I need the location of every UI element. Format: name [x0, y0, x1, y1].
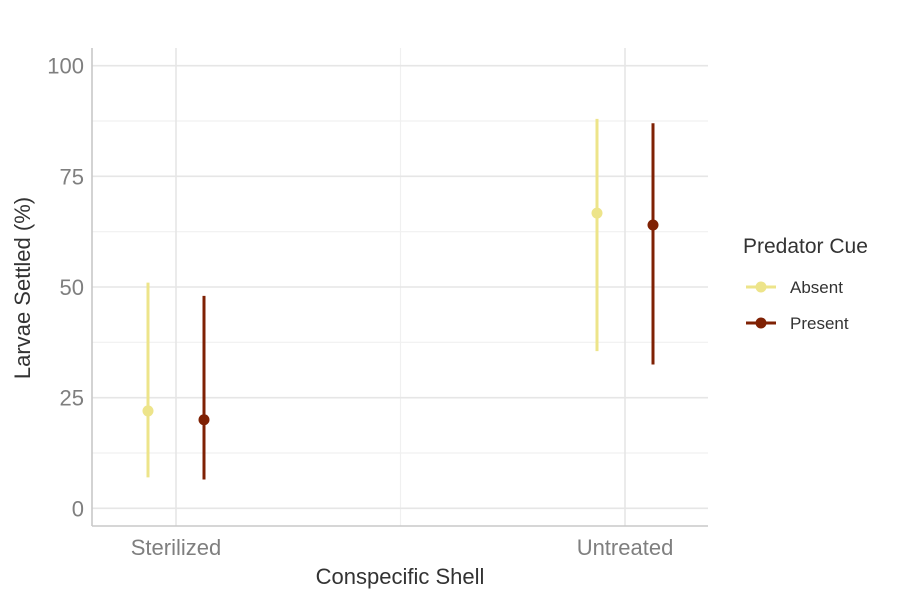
legend-title: Predator Cue: [743, 235, 868, 258]
data-point: [198, 414, 210, 426]
y-tick-label: 0: [72, 496, 84, 521]
error-bars: [142, 118, 659, 480]
y-tick-label: 50: [60, 275, 84, 300]
y-tick-label: 100: [47, 54, 84, 79]
x-tick-label: Untreated: [577, 535, 674, 560]
x-axis-label: Conspecific Shell: [316, 564, 485, 589]
data-point: [591, 207, 603, 219]
x-tick-labels: Sterilized Untreated: [131, 535, 674, 560]
data-point: [142, 405, 154, 417]
y-tick-labels: 0 25 50 75 100: [47, 54, 84, 522]
y-tick-label: 75: [60, 164, 84, 189]
y-axis-label: Larvae Settled (%): [10, 197, 35, 379]
legend-label: Present: [790, 314, 849, 333]
legend-label: Absent: [790, 278, 843, 297]
legend-key-point: [755, 317, 767, 329]
major-gridlines: [92, 48, 708, 526]
data-point: [647, 219, 659, 231]
x-tick-label: Sterilized: [131, 535, 221, 560]
legend-key-point: [755, 281, 767, 293]
y-tick-label: 25: [60, 386, 84, 411]
legend: Predator Cue Absent Present: [743, 235, 868, 333]
